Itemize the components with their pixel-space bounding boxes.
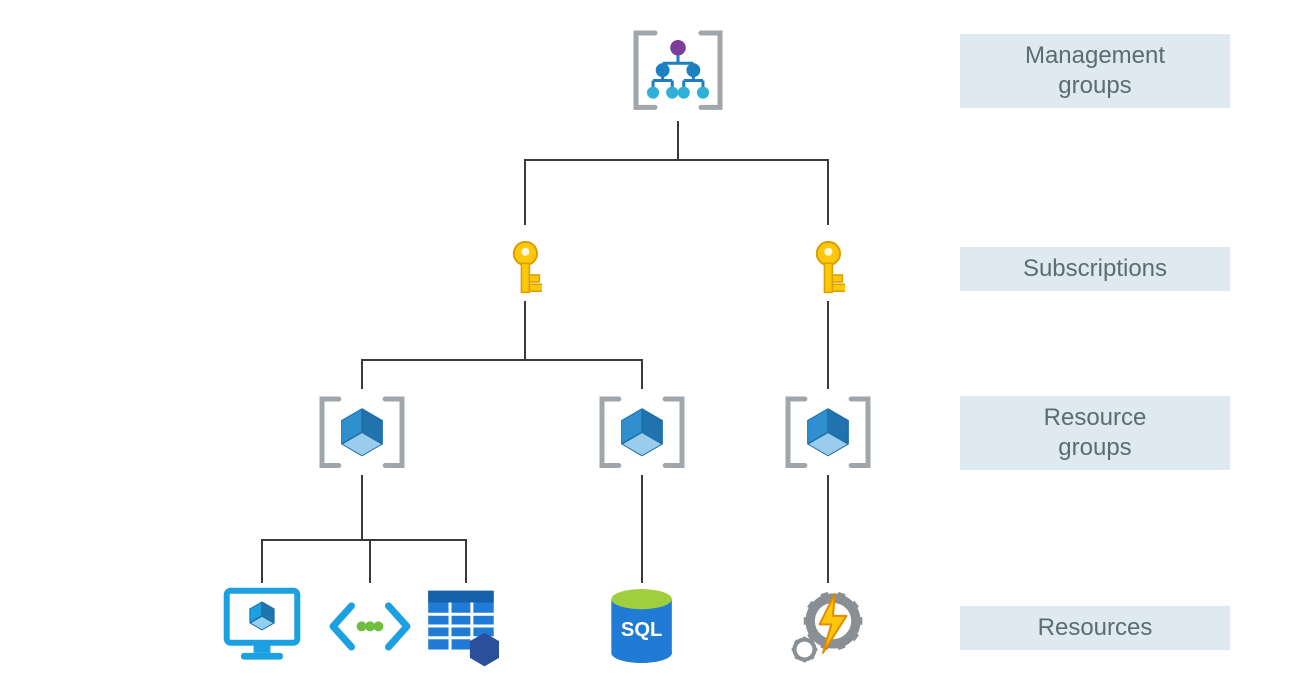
tier-label-subs: Subscriptions [960, 247, 1230, 291]
tier-label-res: Resources [960, 606, 1230, 650]
subscription-key-icon [508, 239, 543, 297]
management-group-icon [630, 27, 726, 113]
svg-text:SQL: SQL [621, 619, 662, 641]
web-app-icon [328, 597, 412, 656]
resource-group-icon [317, 394, 407, 471]
virtual-machine-icon [220, 584, 304, 668]
resource-group-icon [597, 394, 687, 471]
sql-database-icon: SQL [608, 584, 675, 668]
tier-label-rgrp: Resourcegroups [960, 396, 1230, 470]
azure-hierarchy-diagram: Managementgroups Subscriptions Resourcegro… [0, 0, 1316, 696]
resource-group-icon [783, 394, 873, 471]
subscription-key-icon [811, 239, 846, 297]
storage-account-icon [424, 584, 508, 668]
function-app-icon [786, 584, 870, 668]
tier-label-mgmt: Managementgroups [960, 34, 1230, 108]
